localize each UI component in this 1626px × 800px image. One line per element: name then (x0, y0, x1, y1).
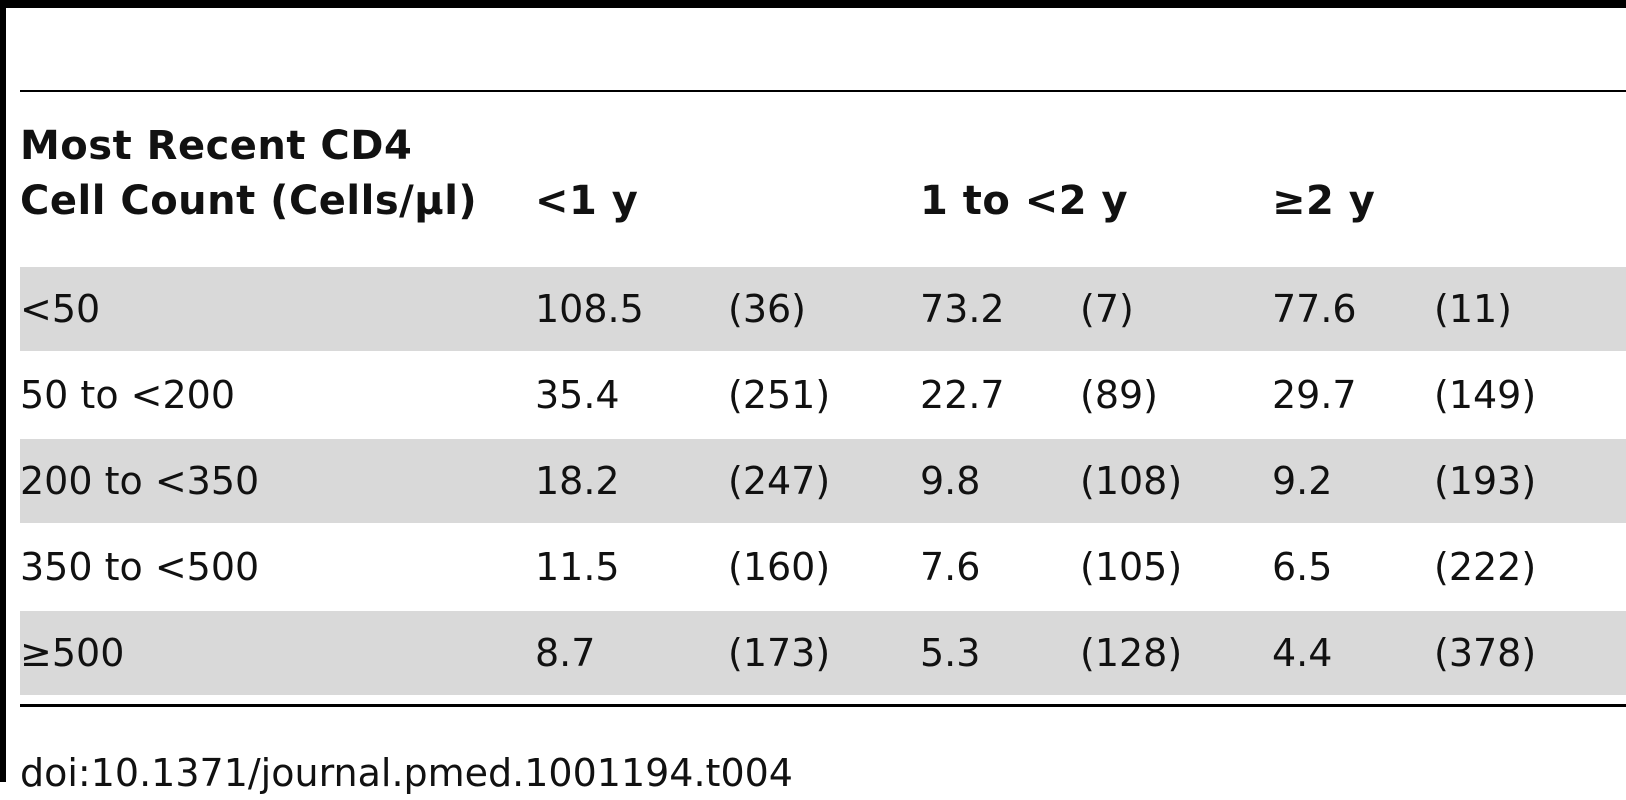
cell-lt1y-rate: 11.5 (535, 545, 620, 589)
table-row: 350 to <500 11.5 (160) 7.6 (105) 6.5 (22… (20, 525, 1626, 609)
left-border (0, 0, 6, 782)
table-row: 200 to <350 18.2 (247) 9.8 (108) 9.2 (19… (20, 439, 1626, 523)
column-header-lt1y: <1 y (535, 178, 639, 224)
cell-lt1y-count: (36) (728, 287, 807, 331)
row-header-line1: Most Recent CD4 (20, 123, 413, 169)
cell-1to2y-rate: 22.7 (920, 373, 1005, 417)
table-row: <50 108.5 (36) 73.2 (7) 77.6 (11) (20, 267, 1626, 351)
cell-ge2y-count: (11) (1434, 287, 1513, 331)
cell-1to2y-rate: 5.3 (920, 631, 981, 675)
cell-1to2y-count: (128) (1080, 631, 1183, 675)
table-row: 50 to <200 35.4 (251) 22.7 (89) 29.7 (14… (20, 353, 1626, 437)
row-label: 350 to <500 (20, 545, 260, 589)
cell-ge2y-rate: 9.2 (1272, 459, 1333, 503)
table-top-rule (0, 0, 1626, 8)
cell-lt1y-count: (160) (728, 545, 831, 589)
doi-link[interactable]: doi:10.1371/journal.pmed.1001194.t004 (20, 751, 793, 795)
cell-lt1y-rate: 18.2 (535, 459, 620, 503)
row-label: <50 (20, 287, 101, 331)
cell-lt1y-rate: 108.5 (535, 287, 644, 331)
cell-lt1y-count: (251) (728, 373, 831, 417)
cell-1to2y-count: (105) (1080, 545, 1183, 589)
cell-ge2y-count: (222) (1434, 545, 1537, 589)
cell-1to2y-rate: 9.8 (920, 459, 981, 503)
cell-ge2y-rate: 4.4 (1272, 631, 1333, 675)
cell-lt1y-rate: 8.7 (535, 631, 596, 675)
cell-1to2y-count: (7) (1080, 287, 1134, 331)
table-bottom-rule (20, 704, 1626, 707)
cell-ge2y-rate: 77.6 (1272, 287, 1357, 331)
row-label: 200 to <350 (20, 459, 260, 503)
cell-ge2y-count: (193) (1434, 459, 1537, 503)
row-header-line2: Cell Count (Cells/μl) (20, 178, 478, 224)
cell-lt1y-rate: 35.4 (535, 373, 620, 417)
header-rule (20, 90, 1626, 92)
row-label: 50 to <200 (20, 373, 236, 417)
cell-ge2y-rate: 29.7 (1272, 373, 1357, 417)
cell-lt1y-count: (247) (728, 459, 831, 503)
cell-1to2y-count: (108) (1080, 459, 1183, 503)
row-label: ≥500 (20, 631, 125, 675)
column-header-ge2y: ≥2 y (1272, 178, 1376, 224)
cell-1to2y-rate: 7.6 (920, 545, 981, 589)
cell-ge2y-rate: 6.5 (1272, 545, 1333, 589)
cell-1to2y-count: (89) (1080, 373, 1159, 417)
column-header-1to2y: 1 to <2 y (920, 178, 1129, 224)
cell-ge2y-count: (149) (1434, 373, 1537, 417)
cell-lt1y-count: (173) (728, 631, 831, 675)
cell-1to2y-rate: 73.2 (920, 287, 1005, 331)
table-row: ≥500 8.7 (173) 5.3 (128) 4.4 (378) (20, 611, 1626, 695)
cell-ge2y-count: (378) (1434, 631, 1537, 675)
